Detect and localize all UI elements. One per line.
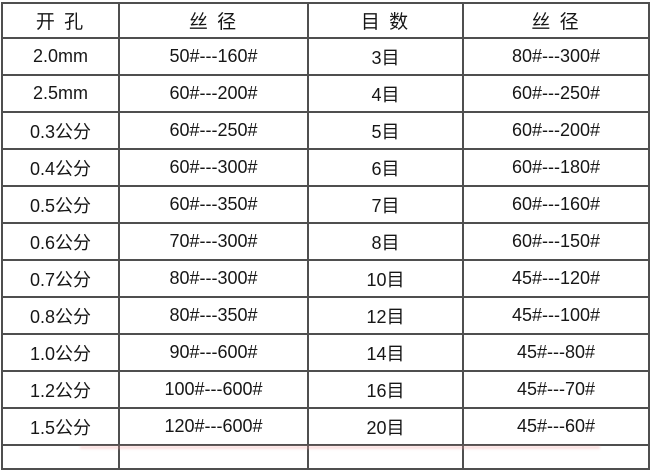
table-cell: 0.4公分 (1, 148, 120, 187)
table-cell: 60#---200# (118, 74, 309, 113)
column-header: 丝 径 (118, 2, 309, 39)
table-cell: 0.6公分 (1, 222, 120, 261)
table-cell: 12目 (307, 296, 464, 335)
table-cell: 45#---70# (462, 370, 650, 409)
table-cell: 80#---350# (118, 296, 309, 335)
table-cell: 1.2公分 (1, 370, 120, 409)
table-cell: 3目 (307, 37, 464, 76)
table-cell: 0.7公分 (1, 259, 120, 298)
table-cell: 60#---180# (462, 148, 650, 187)
table-cell: 0.8公分 (1, 296, 120, 335)
table-cell: 16目 (307, 370, 464, 409)
table-cell: 90#---600# (118, 333, 309, 372)
table-cell: 20目 (307, 407, 464, 446)
table-cell: 45#---120# (462, 259, 650, 298)
table-row: 0.6公分 70#---300# 8目 60#---150# (1, 222, 650, 261)
table-cell: 0.3公分 (1, 111, 120, 150)
table-row: 1.5公分 120#---600# 20目 45#---60# (1, 407, 650, 446)
table-row: 0.7公分 80#---300# 10目 45#---120# (1, 259, 650, 298)
table-cell: 60#---250# (462, 74, 650, 113)
table-cell: 2.5mm (1, 74, 120, 113)
table-cell: 8目 (307, 222, 464, 261)
table-cell: 60#---300# (118, 148, 309, 187)
table-cell: 60#---250# (118, 111, 309, 150)
table-cell: 70#---300# (118, 222, 309, 261)
table-cell: 60#---150# (462, 222, 650, 261)
table-cell: 50#---160# (118, 37, 309, 76)
table-cell: 10目 (307, 259, 464, 298)
table-cell: 45#---80# (462, 333, 650, 372)
table-row: 0.3公分 60#---250# 5目 60#---200# (1, 111, 650, 150)
table-cell: 80#---300# (118, 259, 309, 298)
column-header: 开 孔 (1, 2, 120, 39)
table-cell: 60#---160# (462, 185, 650, 224)
table-cell: 100#---600# (118, 370, 309, 409)
table-cell: 1.5公分 (1, 407, 120, 446)
table-row: 1.0公分 90#---600# 14目 45#---80# (1, 333, 650, 372)
table-cell: 2.0mm (1, 37, 120, 76)
table-row: 2.0mm 50#---160# 3目 80#---300# (1, 37, 650, 76)
table-row: 1.2公分 100#---600# 16目 45#---70# (1, 370, 650, 409)
table-cell: 0.5公分 (1, 185, 120, 224)
table-row: 0.4公分 60#---300# 6目 60#---180# (1, 148, 650, 187)
table-body: 2.0mm 50#---160# 3目 80#---300# 2.5mm 60#---20… (1, 37, 650, 470)
table-cell: 60#---200# (462, 111, 650, 150)
column-header: 丝 径 (462, 2, 650, 39)
table-cell: 80#---300# (462, 37, 650, 76)
table-cell: 5目 (307, 111, 464, 150)
table-row: 2.5mm 60#---200# 4目 60#---250# (1, 74, 650, 113)
table-row: 0.8公分 80#---350# 12目 45#---100# (1, 296, 650, 335)
table-cell: 7目 (307, 185, 464, 224)
table-cell: 1.0公分 (1, 333, 120, 372)
column-header: 目 数 (307, 2, 464, 39)
table-cell: 45#---60# (462, 407, 650, 446)
table-row: 0.5公分 60#---350# 7目 60#---160# (1, 185, 650, 224)
table-cell: 14目 (307, 333, 464, 372)
table-cell: 45#---100# (462, 296, 650, 335)
table-cell: 120#---600# (118, 407, 309, 446)
header-row: 开 孔丝 径目 数丝 径 (1, 2, 650, 39)
table-cell: 6目 (307, 148, 464, 187)
table-cell: 60#---350# (118, 185, 309, 224)
table-cell: 4目 (307, 74, 464, 113)
